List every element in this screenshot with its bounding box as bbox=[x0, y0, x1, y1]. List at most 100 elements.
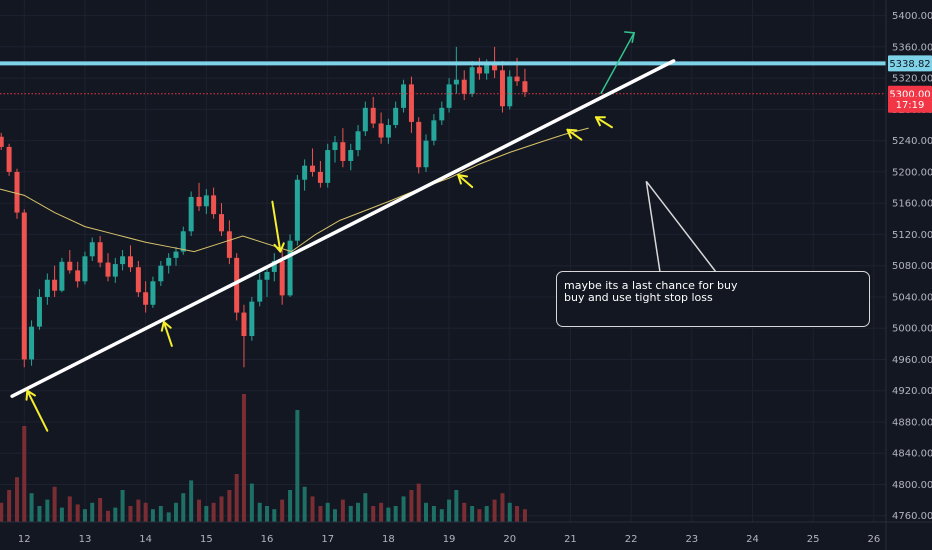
price-tick-label: 5080.00 bbox=[892, 261, 932, 272]
price-badge bbox=[888, 96, 932, 113]
volume-bar bbox=[59, 507, 64, 522]
candle-body bbox=[370, 107, 376, 124]
candle-body bbox=[325, 150, 331, 183]
volume-bar bbox=[37, 506, 42, 522]
candle-body bbox=[484, 64, 490, 74]
candle-body bbox=[507, 76, 513, 107]
volume-bar bbox=[75, 504, 80, 522]
price-tick-label: 5360.00 bbox=[892, 42, 932, 53]
volume-bar bbox=[249, 483, 254, 522]
candle-body bbox=[158, 265, 164, 282]
volume-bar bbox=[106, 510, 111, 522]
volume-bar bbox=[22, 426, 27, 522]
volume-bar bbox=[318, 506, 323, 522]
candle-body bbox=[166, 257, 172, 266]
candle-body bbox=[340, 142, 346, 161]
price-tick-label: 4760.00 bbox=[892, 511, 932, 522]
price-badge-label: 5338.82 bbox=[889, 59, 930, 70]
volume-bar bbox=[98, 498, 103, 522]
volume-bar bbox=[470, 506, 475, 522]
volume-bar bbox=[401, 496, 406, 522]
candle-body bbox=[173, 251, 179, 258]
candle-body bbox=[332, 142, 338, 151]
price-tick-label: 4880.00 bbox=[892, 417, 932, 428]
price-tick-label: 5200.00 bbox=[892, 167, 932, 178]
price-tick-label: 4800.00 bbox=[892, 480, 932, 491]
candle-body bbox=[67, 261, 73, 271]
candle-body bbox=[514, 76, 520, 82]
candle-body bbox=[36, 296, 42, 327]
volume-bar bbox=[90, 502, 95, 522]
volume-bar bbox=[181, 493, 186, 522]
candle-body bbox=[499, 70, 505, 107]
volume-bar bbox=[143, 502, 148, 522]
volume-bar bbox=[340, 499, 345, 522]
candle-body bbox=[257, 279, 263, 302]
candle-body bbox=[385, 125, 391, 138]
price-badge bbox=[888, 55, 932, 72]
pointer-arrow-shaft bbox=[26, 389, 49, 432]
volume-bar bbox=[515, 506, 520, 522]
volume-bar bbox=[7, 490, 12, 522]
date-tick-label: 13 bbox=[79, 534, 92, 545]
date-tick-label: 17 bbox=[321, 534, 334, 545]
candle-body bbox=[135, 267, 141, 293]
price-badge-label: 5300.00 bbox=[889, 89, 930, 100]
candle-body bbox=[446, 84, 452, 108]
candle-body bbox=[196, 196, 202, 207]
candle-body bbox=[241, 312, 247, 337]
volume-bar bbox=[272, 509, 277, 522]
volume-bar bbox=[136, 499, 141, 522]
volume-bar bbox=[356, 502, 361, 522]
volume-bar bbox=[113, 507, 118, 522]
pointer-arrow-shaft bbox=[566, 128, 583, 141]
volume-bar bbox=[386, 507, 391, 522]
candle-body bbox=[378, 123, 384, 138]
price-badge-label: 17:19 bbox=[896, 100, 925, 111]
candlesticks bbox=[0, 46, 528, 368]
volume-bar bbox=[150, 509, 155, 522]
volume-bar bbox=[454, 490, 459, 522]
annotation-callout: maybe its a last chance for buy buy and … bbox=[556, 271, 870, 327]
date-tick-label: 15 bbox=[200, 534, 213, 545]
candle-body bbox=[431, 120, 437, 141]
annotation-line-1: maybe its a last chance for buy bbox=[564, 279, 738, 292]
candle-body bbox=[348, 150, 354, 161]
volume-bar bbox=[332, 509, 337, 522]
candle-body bbox=[52, 279, 58, 291]
candle-body bbox=[522, 81, 528, 93]
candle-body bbox=[302, 165, 308, 180]
date-tick-label: 21 bbox=[564, 534, 577, 545]
date-tick-label: 20 bbox=[503, 534, 516, 545]
price-axis: 5400.005360.005320.005280.005240.005200.… bbox=[885, 0, 932, 550]
volume-bar bbox=[173, 502, 178, 522]
price-tick-label: 5120.00 bbox=[892, 230, 932, 241]
candle-body bbox=[294, 179, 300, 241]
date-tick-label: 12 bbox=[18, 534, 31, 545]
pointer-arrow-shaft bbox=[594, 116, 613, 129]
pointer-arrow-head bbox=[160, 320, 172, 332]
volume-bar bbox=[280, 499, 285, 522]
date-tick-label: 18 bbox=[382, 534, 395, 545]
pointer-arrow-shaft bbox=[457, 174, 474, 189]
forecast-arrow-head bbox=[624, 31, 636, 43]
volume-bar bbox=[492, 499, 497, 522]
pointer-arrow-head bbox=[594, 116, 606, 127]
date-tick-label: 23 bbox=[685, 534, 698, 545]
volume-bar bbox=[241, 394, 246, 522]
candle-body bbox=[143, 292, 149, 305]
volume-bar bbox=[363, 493, 368, 522]
candle-body bbox=[423, 140, 429, 168]
candle-body bbox=[112, 264, 118, 277]
volume-bar bbox=[348, 506, 353, 522]
volume-bar bbox=[447, 499, 452, 522]
candle-body bbox=[393, 107, 399, 126]
price-tick-label: 5040.00 bbox=[892, 292, 932, 303]
volume-bar bbox=[14, 477, 19, 522]
candle-body bbox=[127, 256, 133, 268]
candle-body bbox=[317, 171, 323, 183]
pointer-arrow-head bbox=[25, 389, 36, 401]
date-tick-label: 26 bbox=[867, 534, 880, 545]
pointer-arrow-head bbox=[273, 242, 285, 253]
